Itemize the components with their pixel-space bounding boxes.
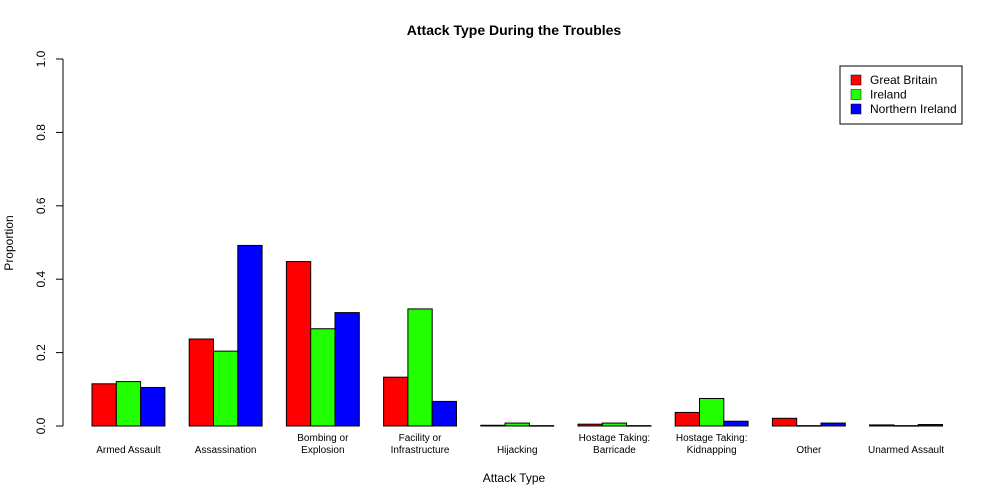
bar	[771, 417, 798, 427]
bar	[188, 338, 214, 427]
x-tick-label: Hostage Taking: Kidnapping	[676, 433, 748, 456]
bar	[285, 261, 312, 427]
x-tick-label: Other	[796, 445, 822, 456]
x-tick-label: Facility or Infrastructure	[391, 433, 450, 456]
legend-swatch	[850, 103, 862, 115]
y-tick-label: 0.6	[34, 197, 48, 214]
bar	[115, 381, 142, 427]
legend-box	[839, 65, 963, 125]
bar	[91, 383, 117, 427]
legend-label: Ireland	[870, 88, 907, 102]
y-tick-label: 0.0	[34, 417, 48, 434]
legend-label: Great Britain	[870, 73, 937, 87]
x-tick-label: Unarmed Assault	[868, 445, 944, 456]
bar	[577, 423, 603, 427]
x-tick-label: Hostage Taking: Barricade	[579, 433, 651, 456]
x-labels: Armed Assault Assassination Bombing or Expl…	[96, 433, 944, 456]
legend-label: Northern Ireland	[870, 102, 957, 116]
y-tick-label: 0.2	[34, 344, 48, 361]
y-tick-label: 0.8	[34, 124, 48, 141]
bar	[796, 425, 822, 427]
y-tick-label: 0.4	[34, 271, 48, 288]
bar	[917, 424, 944, 427]
legend-swatch	[850, 89, 862, 100]
bar	[674, 411, 701, 427]
bar	[893, 425, 919, 427]
bar	[820, 422, 846, 427]
y-axis: 0.0 0.2 0.4 0.6 0.8 1.0	[34, 50, 64, 434]
bar	[504, 422, 530, 427]
x-tick-label: Armed Assault	[96, 445, 161, 456]
bar	[626, 425, 652, 427]
y-axis-label: Proportion	[2, 215, 16, 270]
bar	[601, 422, 628, 427]
bar	[407, 308, 433, 427]
bar	[237, 244, 263, 427]
bar	[431, 400, 458, 427]
bar	[869, 424, 895, 427]
bar	[213, 350, 239, 427]
bar	[140, 386, 166, 427]
bar	[383, 376, 409, 427]
legend-swatch	[850, 74, 862, 86]
x-tick-label: Hijacking	[497, 445, 538, 456]
bar	[723, 420, 749, 427]
bars	[91, 244, 944, 427]
bar	[480, 424, 506, 427]
chart-title: Attack Type During the Troubles	[407, 22, 622, 38]
x-tick-label: Bombing or Explosion	[297, 433, 349, 456]
bar	[699, 397, 725, 427]
bar	[528, 425, 555, 427]
bar	[310, 328, 336, 427]
x-tick-label: Assassination	[195, 445, 257, 456]
bar	[334, 312, 360, 427]
y-tick-label: 1.0	[34, 50, 48, 67]
x-axis-label: Attack Type	[483, 471, 546, 485]
